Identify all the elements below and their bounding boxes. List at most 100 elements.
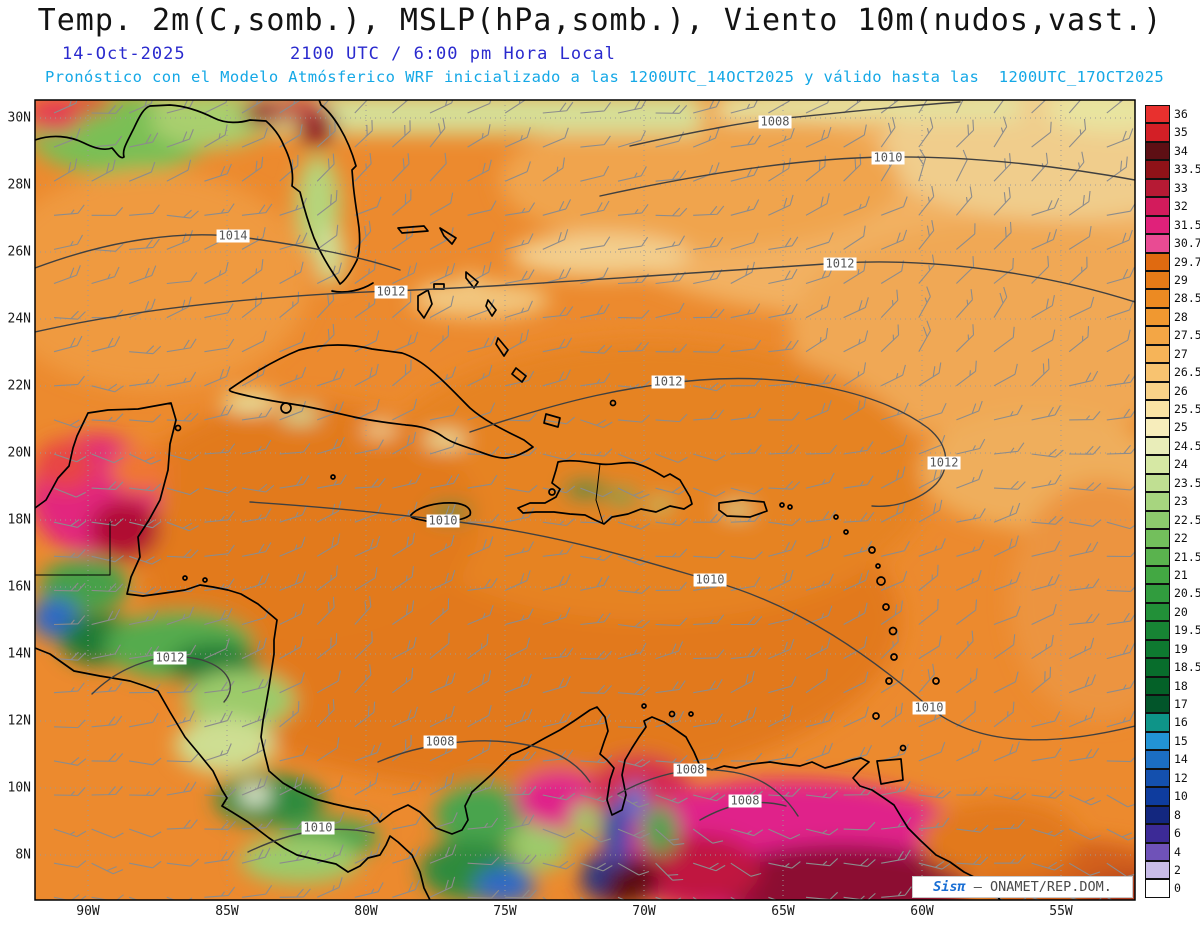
colorbar-entry: 35 xyxy=(1145,123,1200,142)
colorbar-swatch xyxy=(1145,547,1170,566)
watermark-source-text: — ONAMET/REP.DOM. xyxy=(973,879,1112,895)
colorbar-entry: 21 xyxy=(1145,565,1200,585)
colorbar-swatch xyxy=(1145,529,1170,548)
colorbar-value: 26.5 xyxy=(1174,365,1200,380)
watermark: Sisπ — ONAMET/REP.DOM. xyxy=(912,876,1133,898)
coastlines xyxy=(35,100,1001,900)
colorbar-value: 2 xyxy=(1174,862,1181,877)
colorbar-entry: 28.5 xyxy=(1145,289,1200,308)
colorbar-entry: 19 xyxy=(1145,639,1200,659)
colorbar-swatch xyxy=(1145,270,1170,290)
colorbar-value: 29.7 xyxy=(1174,254,1200,269)
colorbar-entry: 10 xyxy=(1145,787,1200,806)
colorbar-swatch xyxy=(1145,473,1170,493)
colorbar-swatch xyxy=(1145,289,1170,308)
colorbar-swatch xyxy=(1145,676,1170,695)
colorbar-swatch xyxy=(1145,326,1170,345)
colorbar-value: 28.5 xyxy=(1174,291,1200,306)
colorbar-entry: 22.5 xyxy=(1145,510,1200,530)
forecast-info: Pronóstico con el Modelo Atmósferico WRF… xyxy=(45,68,1165,86)
colorbar-value: 0 xyxy=(1174,881,1181,896)
colorbar-value: 28 xyxy=(1174,309,1188,324)
colorbar-swatch xyxy=(1145,307,1170,327)
colorbar-value: 36 xyxy=(1174,107,1188,121)
colorbar-swatch xyxy=(1145,879,1170,898)
colorbar-entry: 2 xyxy=(1145,860,1200,880)
colorbar-value: 33 xyxy=(1174,180,1188,195)
colorbar-value: 23.5 xyxy=(1174,475,1200,490)
colorbar-value: 12 xyxy=(1174,770,1188,785)
colorbar-entry: 18 xyxy=(1145,676,1200,695)
colorbar-swatch xyxy=(1145,713,1170,732)
colorbar-entry: 32 xyxy=(1145,197,1200,216)
colorbar-entry: 33 xyxy=(1145,178,1200,198)
colorbar-entry: 26 xyxy=(1145,381,1200,400)
colorbar-value: 30.7 xyxy=(1174,236,1200,251)
colorbar-entry: 29 xyxy=(1145,270,1200,290)
colorbar-value: 22.5 xyxy=(1174,512,1200,527)
latlon-grid xyxy=(35,100,1135,900)
colorbar-entry: 23.5 xyxy=(1145,473,1200,493)
colorbar-entry: 34 xyxy=(1145,141,1200,161)
colorbar-value: 27 xyxy=(1174,346,1188,361)
colorbar-entry: 19.5 xyxy=(1145,621,1200,640)
colorbar-swatch xyxy=(1145,658,1170,677)
colorbar-value: 27.5 xyxy=(1174,328,1200,343)
valid-time: 2100 UTC / 6:00 pm Hora Local xyxy=(290,44,616,64)
colorbar-swatch xyxy=(1145,400,1170,419)
colorbar-value: 25.5 xyxy=(1174,402,1200,416)
colorbar-entry: 30.7 xyxy=(1145,234,1200,253)
colorbar-value: 29 xyxy=(1174,272,1188,287)
colorbar-swatch xyxy=(1145,750,1170,769)
colorbar-swatch xyxy=(1145,731,1170,751)
colorbar-value: 25 xyxy=(1174,420,1188,435)
colorbar-swatch xyxy=(1145,123,1170,142)
colorbar-swatch xyxy=(1145,252,1170,271)
colorbar-entry: 0 xyxy=(1145,879,1200,898)
colorbar-entry: 26.5 xyxy=(1145,363,1200,382)
colorbar-value: 22 xyxy=(1174,531,1188,546)
colorbar-entry: 27.5 xyxy=(1145,326,1200,345)
colorbar-value: 16 xyxy=(1174,715,1188,730)
colorbar-swatch xyxy=(1145,824,1170,843)
colorbar-entry: 29.7 xyxy=(1145,252,1200,271)
colorbar-value: 26 xyxy=(1174,383,1188,398)
colorbar-value: 20.5 xyxy=(1174,586,1200,601)
colorbar-entry: 18.5 xyxy=(1145,658,1200,677)
colorbar-entry: 23 xyxy=(1145,492,1200,511)
colorbar-swatch xyxy=(1145,381,1170,400)
colorbar-value: 18 xyxy=(1174,678,1188,693)
colorbar-value: 34 xyxy=(1174,143,1188,158)
colorbar-value: 32 xyxy=(1174,199,1188,214)
colorbar-entry: 20.5 xyxy=(1145,584,1200,603)
page-title: Temp. 2m(C,somb.), MSLP(hPa,somb.), Vien… xyxy=(37,3,1163,38)
colorbar-entry: 36 xyxy=(1145,105,1200,124)
colorbar-entry: 6 xyxy=(1145,824,1200,843)
colorbar-swatch xyxy=(1145,565,1170,585)
colorbar-swatch xyxy=(1145,344,1170,364)
colorbar-entry: 8 xyxy=(1145,805,1200,825)
colorbar-value: 24 xyxy=(1174,457,1188,472)
colorbar-swatch xyxy=(1145,234,1170,253)
colorbar-swatch xyxy=(1145,621,1170,640)
colorbar-value: 4 xyxy=(1174,844,1181,859)
colorbar-swatch xyxy=(1145,105,1170,124)
colorbar-swatch xyxy=(1145,584,1170,603)
colorbar-value: 19.5 xyxy=(1174,623,1200,638)
colorbar-swatch xyxy=(1145,639,1170,659)
colorbar-swatch xyxy=(1145,860,1170,880)
colorbar-value: 24.5 xyxy=(1174,438,1200,453)
colorbar-swatch xyxy=(1145,805,1170,825)
map-frame xyxy=(34,99,1136,901)
colorbar-value: 15 xyxy=(1174,733,1188,748)
watermark-source xyxy=(966,879,974,895)
colorbar-swatch xyxy=(1145,160,1170,179)
colorbar-value: 8 xyxy=(1174,807,1181,822)
colorbar-swatch xyxy=(1145,197,1170,216)
colorbar-swatch xyxy=(1145,695,1170,714)
colorbar-value: 18.5 xyxy=(1174,660,1200,675)
colorbar-value: 23 xyxy=(1174,494,1188,509)
colorbar-entry: 24.5 xyxy=(1145,436,1200,456)
colorbar-entry: 31.5 xyxy=(1145,215,1200,235)
colorbar-entry: 33.5 xyxy=(1145,160,1200,179)
